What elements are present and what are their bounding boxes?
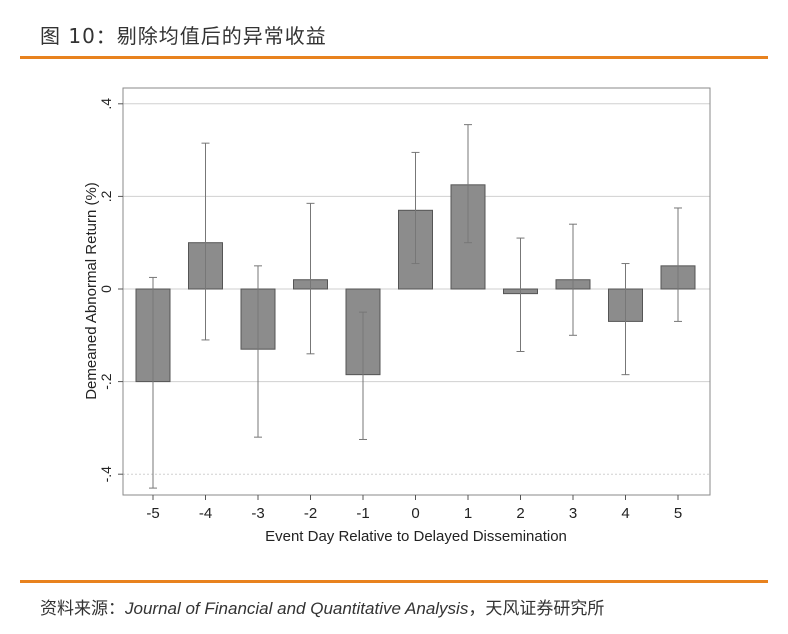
y-tick-label-3: -.2 <box>98 373 114 390</box>
y-tick-label-4: -.4 <box>98 466 114 483</box>
x-tick-label-4: 4 <box>621 505 629 522</box>
y-tick-label-2: 0 <box>98 285 114 293</box>
x-tick-label--4: -4 <box>199 505 212 522</box>
plot-frame <box>122 87 711 496</box>
x-ticks-layer: -5 -4 -3 -2 -1 0 1 2 3 4 5 <box>146 495 682 522</box>
y-ticks-layer: .4 .2 0 -.2 -.4 <box>98 98 123 483</box>
x-tick-label--5: -5 <box>146 505 159 522</box>
top-divider <box>20 56 768 59</box>
figure-title: 图 10：剔除均值后的异常收益 <box>40 24 327 48</box>
x-tick-label-0: 0 <box>411 505 419 522</box>
x-tick-label--1: -1 <box>356 505 369 522</box>
source-note: 资料来源：Journal of Financial and Quantitati… <box>40 594 604 619</box>
source-label: 资料来源： <box>40 599 125 619</box>
error-bars-layer <box>149 124 682 489</box>
x-tick-label--3: -3 <box>251 505 264 522</box>
y-tick-label-1: .2 <box>98 190 114 202</box>
x-tick-label--2: -2 <box>304 505 317 522</box>
x-tick-label-5: 5 <box>674 505 682 522</box>
source-org: 天风证券研究所 <box>485 599 605 619</box>
source-journal: Journal of Financial and Quantitative An… <box>125 599 469 618</box>
y-axis-label: Demeaned Abnormal Return (%) <box>83 182 100 400</box>
x-tick-label-2: 2 <box>516 505 524 522</box>
y-tick-label-0: .4 <box>98 98 114 110</box>
x-tick-label-3: 3 <box>569 505 577 522</box>
source-separator: ， <box>468 599 486 619</box>
x-axis-label: Event Day Relative to Delayed Disseminat… <box>265 528 567 545</box>
x-tick-label-1: 1 <box>464 505 472 522</box>
bottom-divider <box>20 580 768 583</box>
